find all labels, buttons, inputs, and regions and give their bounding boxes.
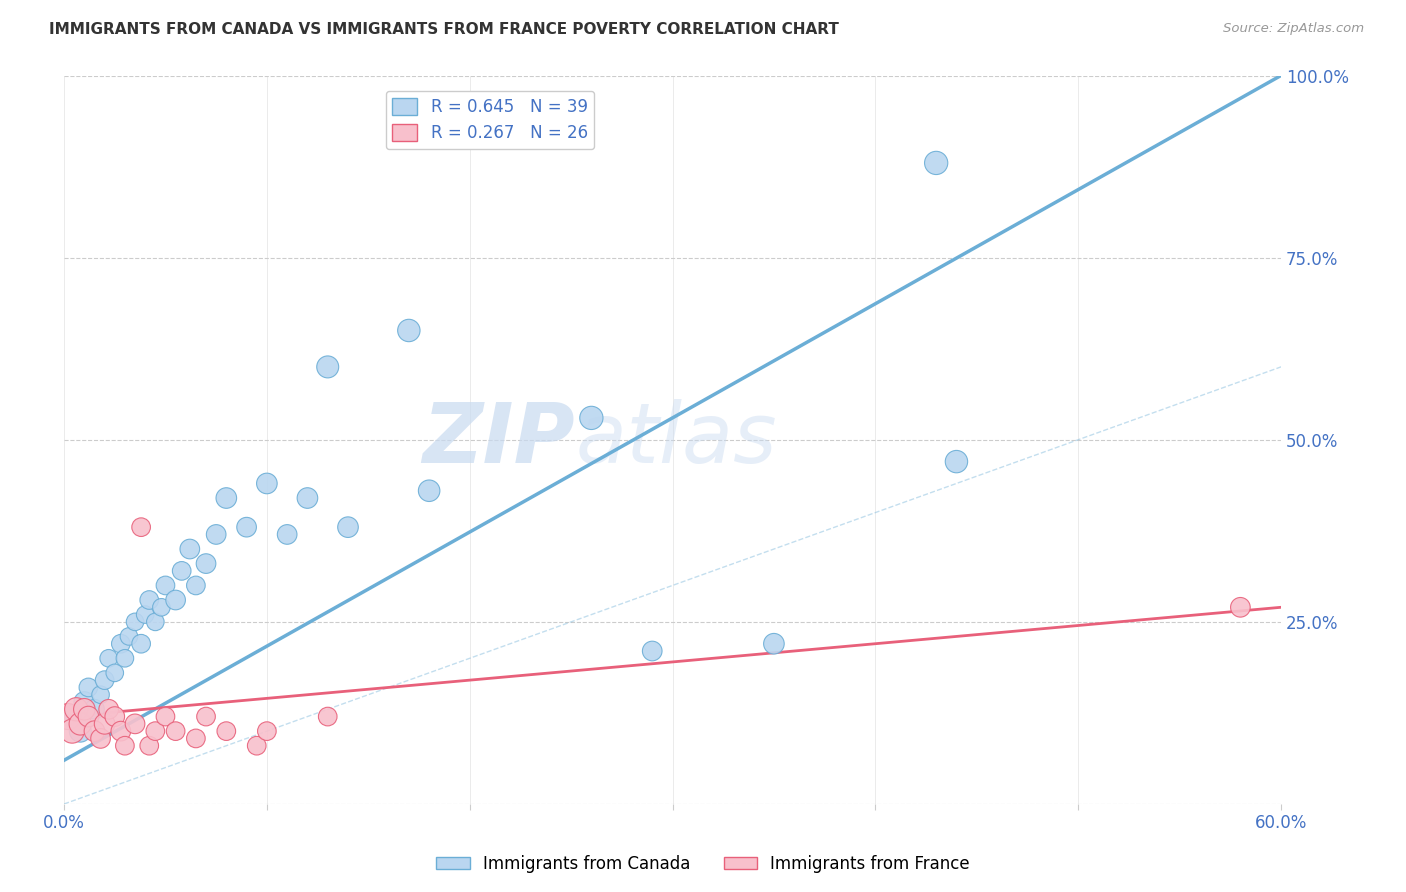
Point	[83, 724, 105, 739]
Point	[63, 709, 86, 723]
Point	[155, 709, 177, 723]
Point	[256, 476, 278, 491]
Text: atlas: atlas	[575, 400, 776, 480]
Legend: R = 0.645   N = 39, R = 0.267   N = 26: R = 0.645 N = 39, R = 0.267 N = 26	[385, 91, 595, 149]
Point	[215, 491, 238, 505]
Point	[297, 491, 319, 505]
Point	[337, 520, 360, 534]
Point	[97, 702, 120, 716]
Point	[195, 709, 218, 723]
Point	[215, 724, 238, 739]
Point	[114, 739, 136, 753]
Point	[93, 673, 115, 687]
Point	[762, 637, 785, 651]
Point	[945, 454, 967, 468]
Point	[138, 593, 160, 607]
Point	[165, 724, 187, 739]
Point	[246, 739, 269, 753]
Point	[1229, 600, 1251, 615]
Point	[316, 359, 339, 374]
Point	[925, 156, 948, 170]
Point	[398, 323, 420, 337]
Point	[138, 739, 160, 753]
Point	[77, 709, 100, 723]
Point	[73, 695, 96, 709]
Text: Source: ZipAtlas.com: Source: ZipAtlas.com	[1223, 22, 1364, 36]
Point	[56, 709, 79, 723]
Point	[114, 651, 136, 665]
Point	[83, 702, 105, 716]
Point	[195, 557, 218, 571]
Point	[104, 665, 127, 680]
Point	[134, 607, 156, 622]
Point	[184, 731, 207, 746]
Point	[205, 527, 228, 541]
Point	[641, 644, 664, 658]
Point	[179, 541, 201, 556]
Point	[143, 724, 166, 739]
Point	[129, 520, 152, 534]
Point	[316, 709, 339, 723]
Legend: Immigrants from Canada, Immigrants from France: Immigrants from Canada, Immigrants from …	[429, 848, 977, 880]
Point	[69, 716, 91, 731]
Point	[60, 724, 83, 739]
Point	[93, 716, 115, 731]
Point	[90, 688, 112, 702]
Point	[150, 600, 173, 615]
Point	[143, 615, 166, 629]
Point	[90, 731, 112, 746]
Point	[165, 593, 187, 607]
Point	[97, 651, 120, 665]
Point	[581, 410, 603, 425]
Point	[124, 615, 146, 629]
Point	[65, 702, 87, 716]
Text: IMMIGRANTS FROM CANADA VS IMMIGRANTS FROM FRANCE POVERTY CORRELATION CHART: IMMIGRANTS FROM CANADA VS IMMIGRANTS FRO…	[49, 22, 839, 37]
Point	[118, 629, 141, 643]
Point	[170, 564, 193, 578]
Point	[418, 483, 440, 498]
Point	[235, 520, 257, 534]
Point	[256, 724, 278, 739]
Text: ZIP: ZIP	[423, 400, 575, 480]
Point	[110, 637, 132, 651]
Point	[155, 578, 177, 592]
Point	[73, 702, 96, 716]
Point	[104, 709, 127, 723]
Point	[184, 578, 207, 592]
Point	[110, 724, 132, 739]
Point	[77, 681, 100, 695]
Point	[276, 527, 298, 541]
Point	[129, 637, 152, 651]
Point	[124, 716, 146, 731]
Point	[69, 724, 91, 739]
